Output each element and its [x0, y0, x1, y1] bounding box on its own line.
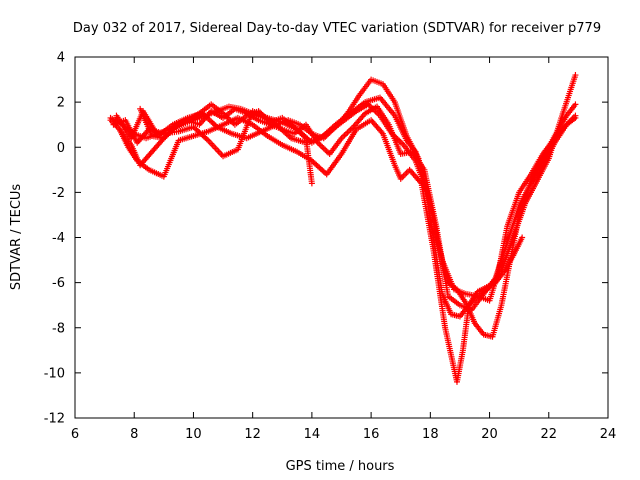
y-tick-label: -2 — [52, 186, 65, 201]
y-tick-label: -8 — [52, 321, 65, 336]
y-tick-label: -4 — [52, 231, 65, 246]
y-tick-label: 4 — [57, 51, 65, 66]
data-point — [208, 118, 215, 125]
x-tick-label: 16 — [363, 427, 380, 442]
y-axis-label: SDTVAR / TECUs — [9, 184, 24, 291]
data-point — [347, 126, 354, 133]
series-sat-track-6 — [116, 101, 315, 187]
data-point — [209, 119, 216, 126]
plot-frame — [74, 56, 609, 419]
data-point — [308, 180, 315, 187]
x-axis-ticks: 6 8 10 12 14 16 18 20 22 24 — [71, 57, 616, 442]
data-point — [316, 164, 323, 171]
x-tick-label: 24 — [600, 427, 617, 442]
data-point — [311, 160, 318, 167]
data-point — [322, 146, 329, 153]
data-point — [313, 161, 320, 168]
data-point — [323, 148, 330, 155]
data-point — [572, 101, 579, 108]
data-point — [320, 145, 327, 152]
data-point — [572, 72, 579, 79]
y-tick-label: 0 — [57, 141, 65, 156]
data-point — [317, 165, 324, 172]
x-tick-label: 8 — [130, 427, 138, 442]
data-point — [319, 167, 326, 174]
data-point — [203, 136, 210, 143]
plot-border — [74, 56, 609, 419]
y-tick-label: -6 — [52, 276, 65, 291]
x-tick-label: 18 — [422, 427, 439, 442]
series-sat-track-4 — [113, 94, 526, 320]
x-tick-label: 22 — [541, 427, 558, 442]
data-point — [341, 132, 348, 139]
data-point — [320, 168, 327, 175]
x-tick-label: 12 — [244, 427, 261, 442]
data-point — [211, 121, 218, 128]
x-tick-label: 6 — [71, 427, 79, 442]
y-tick-label: -10 — [44, 366, 65, 381]
y-axis-ticks: -12 -10 -8 -6 -4 -2 0 2 4 — [44, 51, 608, 427]
data-point — [314, 163, 321, 170]
data-point — [317, 142, 324, 149]
data-point — [572, 114, 579, 121]
y-tick-label: 2 — [57, 96, 65, 111]
x-tick-label: 14 — [304, 427, 321, 442]
x-axis-label: GPS time / hours — [286, 459, 395, 474]
data-point — [519, 234, 526, 241]
data-point — [345, 128, 352, 135]
data-point — [319, 143, 326, 150]
y-tick-label: -12 — [44, 412, 65, 427]
x-tick-label: 20 — [481, 427, 498, 442]
data-points — [107, 72, 579, 385]
data-point — [339, 133, 346, 140]
x-tick-label: 10 — [185, 427, 202, 442]
data-point — [342, 130, 349, 137]
chart-title: Day 032 of 2017, Sidereal Day-to-day VTE… — [73, 21, 601, 36]
data-point — [344, 129, 351, 136]
